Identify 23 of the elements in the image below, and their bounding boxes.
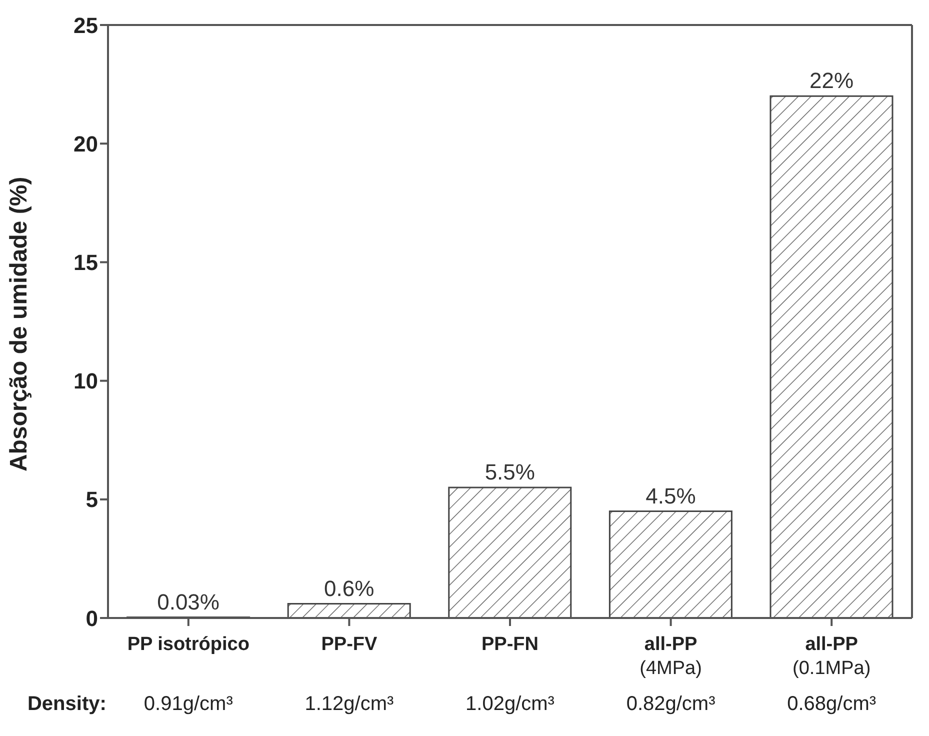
x-tick-label: PP isotrópico (127, 634, 250, 655)
y-tick-label: 15 (74, 250, 98, 276)
y-tick-label: 0 (86, 606, 98, 631)
data-label: 0.03% (157, 589, 220, 614)
y-tick-label: 20 (74, 131, 98, 156)
y-tick-label: 5 (86, 487, 98, 512)
x-tick-label: PP-FN (482, 634, 538, 655)
data-label: 5.5% (484, 460, 535, 485)
y-tick-label: 10 (74, 368, 98, 394)
x-tick-label: all-PP (0.1MPa) (792, 634, 871, 679)
data-label: 22% (809, 68, 854, 94)
text: 0.91g/cm³ (144, 693, 234, 715)
text: 1.12g/cm³ (304, 693, 394, 715)
y-axis-title: Absorção de umidade (%) (6, 176, 33, 472)
y-tick-label: 25 (74, 12, 98, 38)
text: Density: (27, 693, 106, 715)
data-label: 0.6% (324, 576, 374, 601)
x-tick-label: all-PP (4MPa) (640, 634, 702, 679)
x-tick-label: PP-FV (321, 634, 378, 655)
text: 0.82g/cm³ (626, 693, 716, 715)
text: 0.68g/cm³ (787, 693, 876, 715)
text: 1.02g/cm³ (466, 693, 555, 715)
data-label: 4.5% (646, 483, 696, 508)
